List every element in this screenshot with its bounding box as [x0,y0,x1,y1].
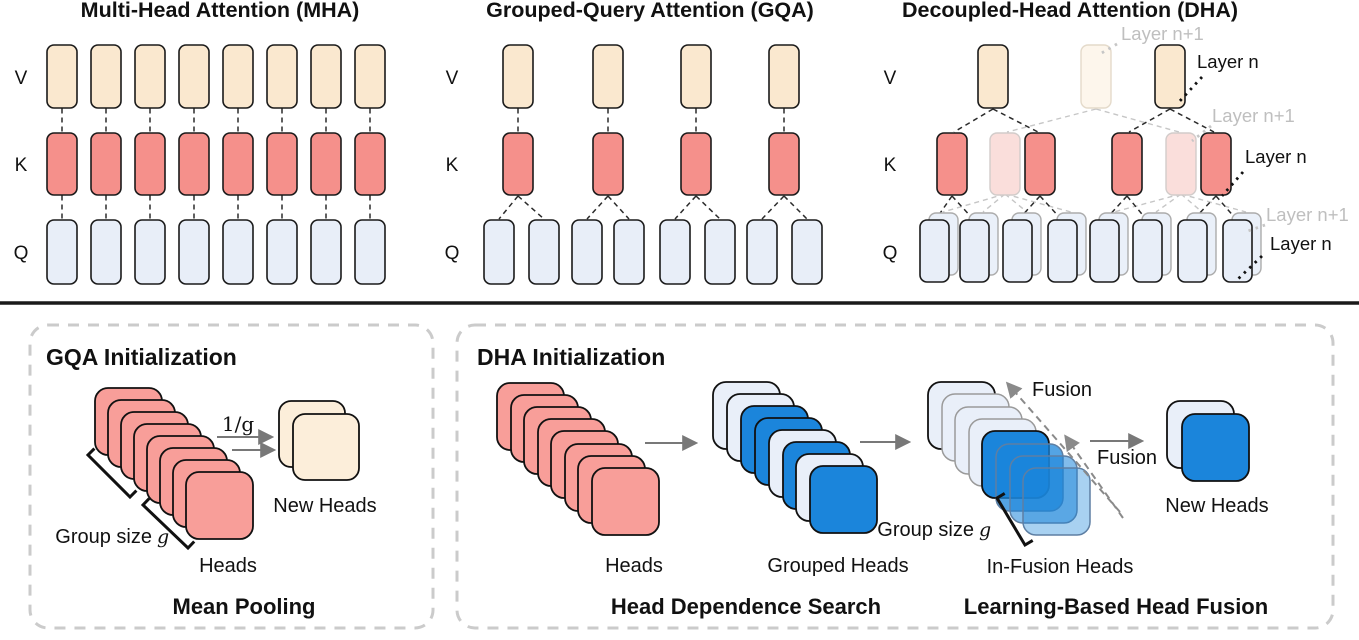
dha-q-label: Q [883,243,898,264]
mha-k-label: K [15,155,28,176]
fusion-label-1: Fusion [1032,379,1092,401]
mha-title: Multi-Head Attention (MHA) [81,0,360,22]
gqa-query-heads [483,219,823,285]
dha-init-title: DHA Initialization [477,344,665,370]
dha-heads-label: Heads [605,555,663,577]
dha-layer-annotations: Layer n+1 Layer n Layer n+1 Layer n Laye… [1099,23,1349,281]
gqa-connectors [498,108,808,220]
dha-new-heads-label: New Heads [1165,495,1268,517]
fusion-arrow [1064,434,1124,519]
dha-k-layer-next-label: Layer n+1 [1212,105,1295,126]
gqa-heads-label: Heads [199,555,257,577]
mha-v-label: V [15,68,28,89]
fusion-arrow [1005,381,1121,513]
dha-init-panel-border [455,323,1335,630]
leader-line [1247,223,1266,233]
gqa-group-size-var: g [157,526,169,548]
in-fusion-heads-label: In-Fusion Heads [987,556,1134,578]
gqa-title: Grouped-Query Attention (GQA) [486,0,814,22]
dha-v-layer-cur-label: Layer n [1197,51,1259,72]
mha-vk-connectors [61,108,371,220]
scale-factor-label: 1/g [222,412,254,436]
dha-group-size-label: Group size [877,519,974,541]
dha-connectors [935,108,1237,220]
mha-query-heads [46,219,386,285]
dha-q-layer-cur-label: Layer n [1270,233,1332,254]
mha-q-label: Q [14,243,29,264]
gqa-v-label: V [446,68,459,89]
leader-line [1099,42,1118,56]
dha-init-heads-stack [496,382,660,536]
dha-grouped-heads-label: Grouped Heads [767,555,908,577]
dha-k-layer-cur-label: Layer n [1245,146,1307,167]
dha-value-heads [977,44,1186,109]
gqa-q-label: Q [445,243,460,264]
group-bracket [85,447,138,500]
group-bracket [994,492,1034,548]
gqa-init-panel-border [28,323,435,630]
dha-grouped-heads-stack [712,381,878,534]
dha-v-layer-next-label: Layer n+1 [1121,23,1204,44]
mha-value-heads [46,44,386,109]
gqa-new-heads-label: New Heads [273,495,376,517]
dha-v-label: V [884,68,897,89]
gqa-init-heads-stack [94,387,254,540]
dha-group-size-var: g [979,519,991,541]
gqa-init-new-heads-stack [278,400,360,481]
dha-title: Decoupled-Head Attention (DHA) [902,0,1238,22]
mha-key-heads [46,132,386,196]
dha-query-heads [919,212,1262,283]
group-bracket [140,497,196,551]
dha-q-layer-next-label: Layer n+1 [1266,204,1349,225]
dha-k-label: K [884,155,897,176]
dha-new-heads-stack [1166,400,1250,482]
gqa-key-heads [502,132,800,196]
learning-based-head-fusion-caption: Learning-Based Head Fusion [964,594,1268,619]
fusion-label-2: Fusion [1097,447,1157,469]
dha-ghost-connectors [942,108,1247,213]
gqa-k-label: K [446,155,459,176]
gqa-value-heads [502,44,800,109]
mean-pooling-caption: Mean Pooling [173,594,316,619]
leader-line [1220,171,1245,197]
gqa-group-size-label: Group size [55,526,152,548]
gqa-init-title: GQA Initialization [46,344,237,370]
leader-line [1237,254,1263,281]
dha-in-fusion-heads-stack [927,381,1091,536]
dha-key-heads [936,132,1232,196]
head-dependence-search-caption: Head Dependence Search [611,594,881,619]
